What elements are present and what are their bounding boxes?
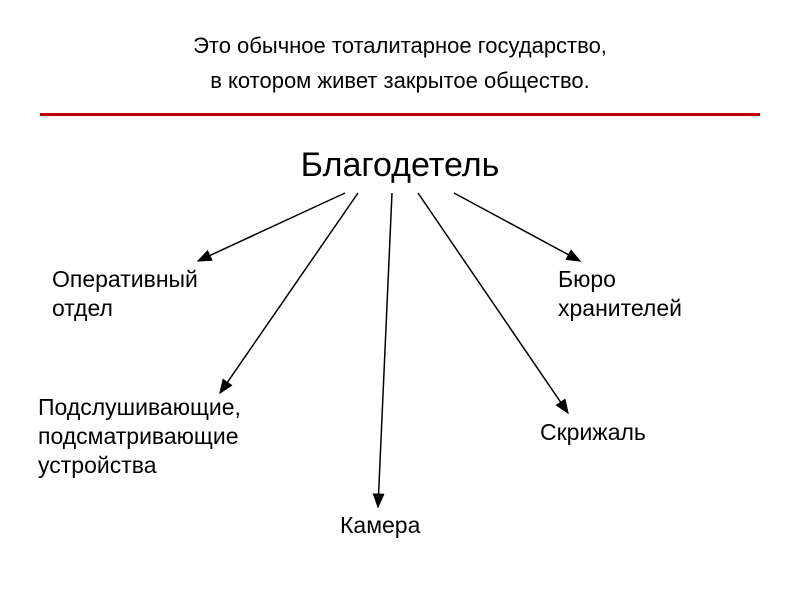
- title-container: Это обычное тоталитарное государство, в …: [0, 0, 800, 98]
- title-line-2: в котором живет закрытое общество.: [0, 63, 800, 98]
- title-line-1: Это обычное тоталитарное государство,: [0, 28, 800, 63]
- arrows-svg: [0, 113, 800, 600]
- diagram: Благодетель Оперативный отдел Бюро храни…: [0, 113, 800, 600]
